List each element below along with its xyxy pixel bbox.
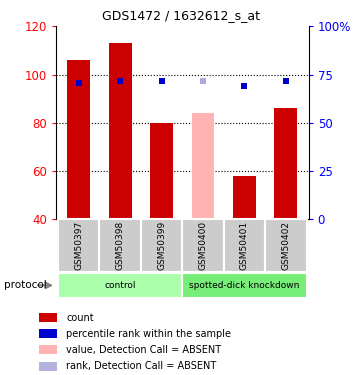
Bar [99,219,141,272]
Text: protocol: protocol [4,280,46,290]
Bar [58,219,99,272]
Text: GSM50399: GSM50399 [157,221,166,270]
Text: control: control [104,281,136,290]
Text: GSM50402: GSM50402 [281,221,290,270]
Bar [109,43,131,219]
Bar [39,345,57,354]
Bar [265,219,306,272]
Bar [141,219,182,272]
Bar [58,273,182,298]
Bar [233,176,256,219]
Text: value, Detection Call = ABSENT: value, Detection Call = ABSENT [66,345,221,354]
Bar [150,123,173,219]
Bar [39,362,57,371]
Text: percentile rank within the sample: percentile rank within the sample [66,328,231,339]
Bar [224,219,265,272]
Text: GSM50400: GSM50400 [199,221,208,270]
Text: GSM50398: GSM50398 [116,221,125,270]
Text: spotted-dick knockdown: spotted-dick knockdown [189,281,300,290]
Bar [68,60,90,219]
Text: GSM50397: GSM50397 [74,221,83,270]
Text: rank, Detection Call = ABSENT: rank, Detection Call = ABSENT [66,361,217,371]
Bar [39,329,57,338]
Bar [39,313,57,322]
Bar [192,113,214,219]
Text: GSM50401: GSM50401 [240,221,249,270]
Bar [182,219,224,272]
Bar [182,273,306,298]
Text: GDS1472 / 1632612_s_at: GDS1472 / 1632612_s_at [101,9,260,22]
Text: count: count [66,313,94,322]
Bar [274,108,297,219]
